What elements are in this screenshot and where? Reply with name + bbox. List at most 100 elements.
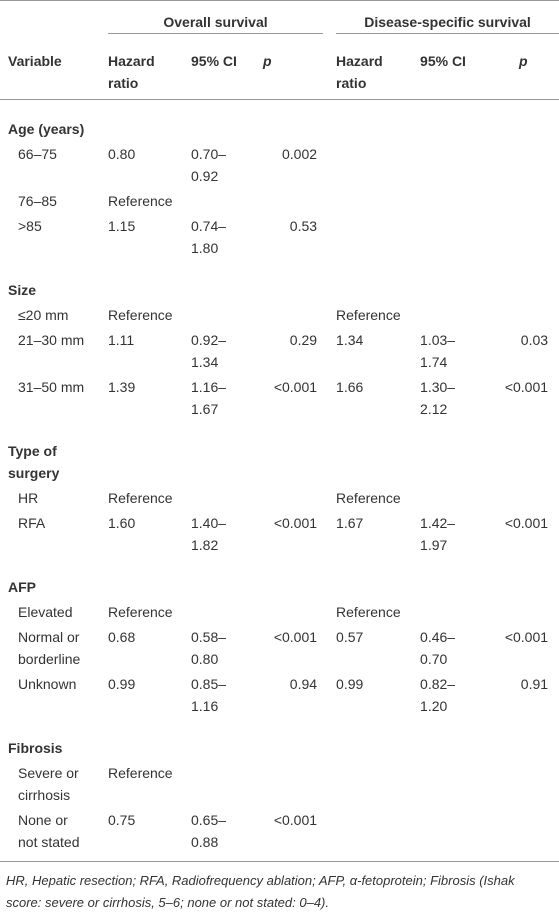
empty-cell: [407, 303, 479, 328]
row-label: >85: [18, 218, 42, 234]
empty-cell: [183, 761, 255, 808]
empty-cell: [407, 261, 479, 303]
empty-cell: [407, 214, 479, 261]
empty-cell: [183, 422, 255, 486]
empty-cell: [255, 261, 323, 303]
row-label: RFA: [18, 515, 46, 531]
empty-cell: [100, 719, 183, 761]
group-label: Disease-specific survival: [336, 11, 559, 34]
table-body: Age (years) 66–75 0.80 0.70–0.92 0.002 76–85 R…: [0, 100, 559, 862]
empty-cell: [407, 761, 479, 808]
table-cell: 0.46–0.70: [420, 629, 456, 667]
row-label: ≤20 mm: [18, 307, 69, 323]
table-cell: 0.03: [520, 332, 549, 348]
empty-cell: [479, 142, 559, 189]
empty-cell: [479, 761, 559, 808]
empty-cell: [323, 214, 407, 261]
section-title: Size: [8, 282, 37, 298]
table-cell: 0.75: [108, 812, 136, 828]
table-cell: 1.03–1.74: [420, 332, 456, 370]
empty-cell: [100, 558, 183, 600]
table-cell: 1.66: [336, 379, 364, 395]
empty-cell: [323, 261, 407, 303]
row-label: None or not stated: [18, 812, 80, 850]
table-cell: 0.57: [336, 629, 364, 645]
table-head: Overall survival Disease-specific surviv…: [0, 1, 559, 100]
group-header: Disease-specific survival: [323, 1, 559, 39]
empty-cell: [479, 303, 559, 328]
table-cell: 0.29: [289, 332, 318, 348]
table-cell: <0.001: [504, 629, 549, 645]
empty-cell: [323, 761, 407, 808]
section-row: Type of surgery: [0, 422, 559, 486]
empty-cell: [407, 600, 479, 625]
data-row: 76–85 Reference: [0, 189, 559, 214]
row-label: Elevated: [18, 604, 73, 620]
table-cell: 0.58–0.80: [191, 629, 227, 667]
table-cell: <0.001: [273, 515, 318, 531]
row-label: Unknown: [18, 676, 77, 692]
table-cell: 0.82–1.20: [420, 676, 456, 714]
data-row: 21–30 mm 1.11 0.92–1.34 0.29 1.34 1.03–1.74 0.…: [0, 328, 559, 375]
table-cell: <0.001: [273, 812, 318, 828]
table-cell: 1.11: [108, 332, 135, 348]
section-title: Fibrosis: [8, 740, 63, 756]
table-cell: 1.42–1.97: [420, 515, 456, 553]
empty-cell: [407, 486, 479, 511]
section-title: Type of surgery: [8, 443, 60, 481]
row-label: 66–75: [18, 146, 57, 162]
section-row: AFP: [0, 558, 559, 600]
row-label: 76–85: [18, 193, 57, 209]
empty-cell: [183, 261, 255, 303]
empty-cell: [100, 261, 183, 303]
empty-cell: [479, 100, 559, 143]
group-header-row: Overall survival Disease-specific surviv…: [0, 1, 559, 39]
empty-cell: [479, 486, 559, 511]
column-header: p: [479, 38, 559, 100]
data-row: None or not stated 0.75 0.65–0.88 <0.001: [0, 808, 559, 862]
empty-cell: [407, 808, 479, 862]
data-row: Normal or borderline 0.68 0.58–0.80 <0.001 0…: [0, 625, 559, 672]
empty-cell: [479, 719, 559, 761]
section-row: Fibrosis: [0, 719, 559, 761]
table-cell: 0.68: [108, 629, 136, 645]
table-cell: <0.001: [504, 379, 549, 395]
group-header: Overall survival: [100, 1, 324, 39]
table-cell: <0.001: [273, 379, 318, 395]
empty-cell: [407, 558, 479, 600]
section-title: Age (years): [8, 121, 85, 137]
table-cell: 0.92–1.34: [191, 332, 227, 370]
table-cell: Reference: [336, 490, 401, 506]
empty-header: [0, 1, 100, 39]
empty-cell: [323, 100, 407, 143]
column-header: 95% CI: [407, 38, 480, 100]
table-cell: <0.001: [504, 515, 549, 531]
empty-cell: [407, 142, 479, 189]
empty-cell: [407, 719, 479, 761]
empty-cell: [479, 214, 559, 261]
empty-cell: [255, 761, 323, 808]
footnote: HR, Hepatic resection; RFA, Radiofrequen…: [6, 873, 515, 910]
empty-cell: [407, 422, 479, 486]
table-cell: 0.002: [281, 146, 318, 162]
empty-cell: [323, 422, 407, 486]
table-cell: 1.40–1.82: [191, 515, 227, 553]
table-cell: 1.34: [336, 332, 364, 348]
row-label: 21–30 mm: [18, 332, 85, 348]
data-row: RFA 1.60 1.40–1.82 <0.001 1.67 1.42–1.97 <0.00…: [0, 511, 559, 558]
empty-cell: [255, 600, 323, 625]
empty-cell: [255, 558, 323, 600]
table-cell: 1.39: [108, 379, 136, 395]
table-cell: Reference: [108, 604, 173, 620]
column-header: Hazard ratio: [323, 38, 408, 100]
table-cell: 0.70–0.92: [191, 146, 227, 184]
table-cell: <0.001: [273, 629, 318, 645]
table-cell: 0.80: [108, 146, 136, 162]
empty-cell: [323, 558, 407, 600]
group-label: Overall survival: [108, 11, 324, 34]
section-row: Size: [0, 261, 559, 303]
empty-cell: [183, 486, 255, 511]
empty-cell: [323, 719, 407, 761]
table-cell: 1.67: [336, 515, 364, 531]
